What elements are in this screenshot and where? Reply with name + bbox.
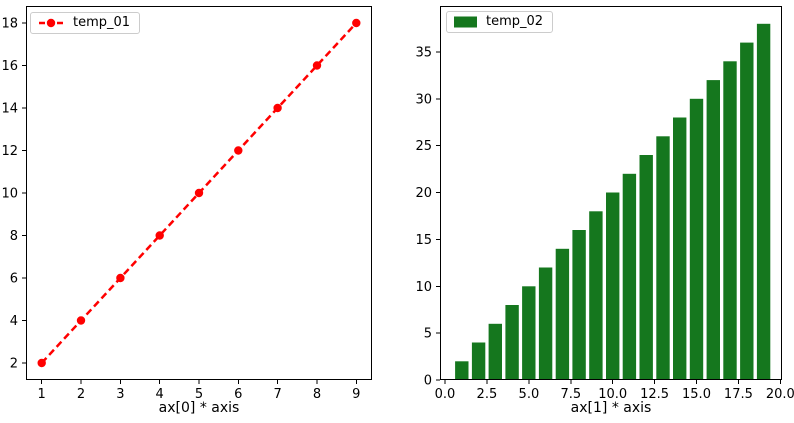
bar xyxy=(723,61,737,381)
x-tick-label: 1 xyxy=(38,387,46,402)
x-tick-label: 5 xyxy=(195,387,203,402)
x-tick-label: 4 xyxy=(156,387,164,402)
y-tick-label: 14 xyxy=(1,102,18,117)
x-tick-label: 0.0 xyxy=(435,387,456,402)
y-tick-label: 10 xyxy=(415,280,432,295)
data-point-marker xyxy=(352,18,361,28)
data-point-marker xyxy=(116,273,125,283)
y-tick-label: 6 xyxy=(10,272,18,287)
y-tick-label: 2 xyxy=(10,357,18,372)
x-tick-label: 7 xyxy=(273,387,281,402)
x-tick-label: 15.0 xyxy=(682,387,711,402)
x-tick-label: 3 xyxy=(116,387,124,402)
y-tick-label: 35 xyxy=(415,45,432,60)
x-tick-label: 5.0 xyxy=(519,387,540,402)
bar xyxy=(740,42,754,380)
bar xyxy=(689,98,704,381)
legend-label: temp_02 xyxy=(486,14,544,29)
x-tick-label: 2.5 xyxy=(477,387,498,402)
bar xyxy=(622,173,637,380)
legend-label: temp_01 xyxy=(73,15,131,30)
y-tick-label: 25 xyxy=(415,139,432,154)
legend-patch-key xyxy=(454,16,477,28)
legend-dashed-line-key xyxy=(39,18,63,28)
y-tick-label: 5 xyxy=(424,327,432,342)
data-point-marker xyxy=(76,316,86,325)
legend-marker-icon xyxy=(46,18,56,28)
axes-1: 0.0 2.5 5.0 7.5 10.0 12.5 15.0 17.5 20.0 0 5 10 15 20… xyxy=(415,6,794,402)
y-tick-label: 30 xyxy=(415,92,432,107)
y-tick-label: 16 xyxy=(1,59,18,74)
x-tick-label: 6 xyxy=(234,387,242,402)
y-tick-label: 20 xyxy=(415,186,432,201)
data-point-marker xyxy=(155,231,164,240)
data-point-marker xyxy=(194,188,204,198)
bar xyxy=(522,286,536,380)
x-axis-label-right: ax[1] * axis xyxy=(570,400,652,416)
y-tick-label: 10 xyxy=(1,187,18,202)
bar xyxy=(706,80,720,380)
x-tick-label: 2 xyxy=(77,387,85,402)
legend-temp01: temp_01 xyxy=(30,12,141,34)
y-tick-label: 4 xyxy=(10,314,18,329)
x-tick-label: 10.0 xyxy=(598,387,627,402)
bar xyxy=(572,230,586,380)
x-tick-label: 7.5 xyxy=(560,387,581,402)
x-tick-label: 8 xyxy=(313,387,321,402)
bar xyxy=(538,267,553,380)
y-tick-label: 12 xyxy=(1,144,18,159)
x-tick-label: 17.5 xyxy=(724,387,753,402)
y-tick-label: 0 xyxy=(424,374,432,389)
axes-spines xyxy=(26,6,372,380)
bar xyxy=(488,323,502,380)
x-tick-label: 9 xyxy=(352,387,360,402)
bar xyxy=(656,136,670,380)
y-tick-label: 8 xyxy=(10,229,18,244)
bar xyxy=(555,248,570,380)
data-point-marker xyxy=(312,61,322,70)
legend-temp02: temp_02 xyxy=(446,11,554,33)
data-point-marker xyxy=(273,103,282,113)
bar xyxy=(455,361,469,380)
axes-spines xyxy=(440,6,782,380)
bar xyxy=(471,342,486,380)
data-point-marker xyxy=(37,358,46,368)
bar xyxy=(673,117,687,380)
x-tick-label: 12.5 xyxy=(640,387,669,402)
bar xyxy=(589,211,603,380)
data-point-marker xyxy=(234,146,243,155)
bar xyxy=(505,305,519,380)
y-tick-label: 15 xyxy=(415,233,432,248)
x-tick-label: 20.0 xyxy=(766,387,794,402)
y-tick-label: 18 xyxy=(1,17,18,32)
bar xyxy=(756,23,771,381)
bar xyxy=(639,155,653,380)
bar xyxy=(606,192,620,380)
x-axis-label-left: ax[0] * axis xyxy=(158,400,240,416)
